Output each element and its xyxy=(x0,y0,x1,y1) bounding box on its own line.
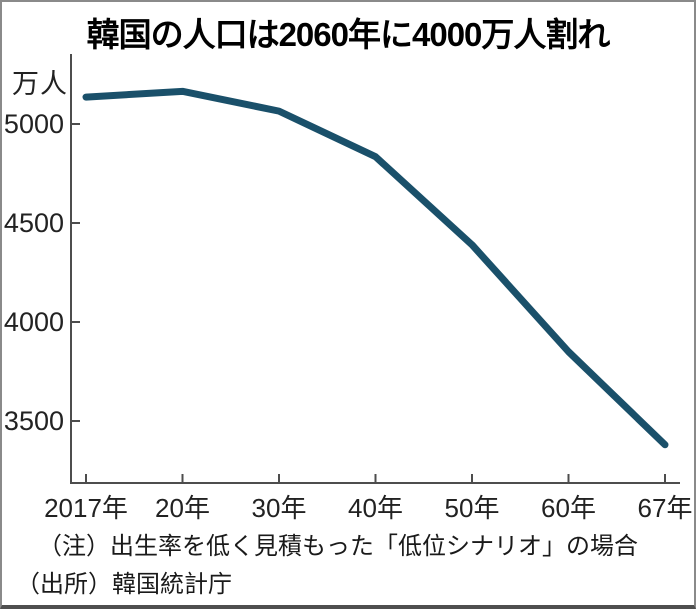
x-tick-label: 40年 xyxy=(348,493,403,523)
x-tick-label: 50年 xyxy=(444,493,500,523)
y-tick-label: 4000 xyxy=(3,307,64,337)
y-tick-label: 4500 xyxy=(3,208,64,238)
y-tick-label: 5000 xyxy=(3,109,64,139)
footnote: （注）出生率を低く見積もった「低位シナリオ」の場合 xyxy=(38,533,638,560)
x-tick-label: 2017年 xyxy=(44,493,128,523)
population-series-line xyxy=(82,87,669,449)
x-tick-label: 30年 xyxy=(251,493,307,523)
x-tick-label: 20年 xyxy=(155,493,210,523)
x-tick-label: 60年 xyxy=(541,493,596,523)
source-credit: （出所）韓国統計庁 xyxy=(16,571,232,598)
y-tick-label: 3500 xyxy=(3,406,64,436)
chart-title: 韓国の人口は2060年に4000万人割れ xyxy=(86,16,611,53)
x-tick-label: 67年 xyxy=(637,493,693,523)
y-axis-unit-label: 万人 xyxy=(12,69,68,99)
